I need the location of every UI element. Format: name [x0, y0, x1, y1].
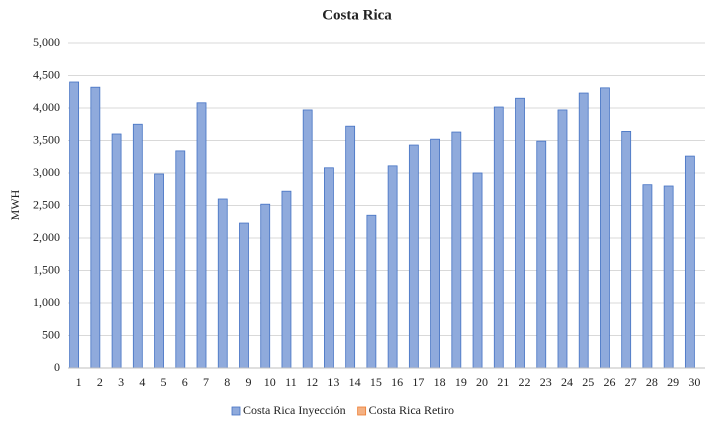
x-tick-label: 3 — [118, 375, 124, 389]
x-tick-label: 28 — [646, 375, 658, 389]
x-tick-label: 20 — [476, 375, 488, 389]
x-tick-label: 19 — [455, 375, 467, 389]
y-tick-label: 3,500 — [33, 132, 60, 146]
x-tick-label: 7 — [203, 375, 209, 389]
bar — [90, 86, 101, 369]
bar — [324, 167, 334, 369]
x-tick-label: 4 — [139, 375, 145, 389]
x-tick-label: 18 — [434, 375, 446, 389]
x-tick-label: 24 — [561, 375, 573, 389]
chart-title: Costa Rica — [322, 7, 392, 23]
bar — [154, 173, 164, 369]
bar — [515, 97, 525, 369]
y-tick-label: 2,000 — [33, 230, 60, 244]
y-tick-label: 4,500 — [33, 67, 60, 81]
x-tick-label: 1 — [76, 375, 82, 389]
x-tick-label: 21 — [497, 375, 509, 389]
bar — [600, 87, 610, 369]
bar — [536, 140, 547, 369]
y-tick-label: 2,500 — [33, 197, 60, 211]
x-tick-label: 9 — [245, 375, 251, 389]
bar — [175, 150, 186, 369]
y-tick-label: 3,000 — [33, 165, 60, 179]
y-tick-label: 1,500 — [33, 262, 60, 276]
y-tick-label: 0 — [54, 360, 60, 374]
bar — [430, 138, 440, 369]
bar — [663, 185, 674, 369]
x-tick-label: 27 — [625, 375, 637, 389]
x-tick-label: 23 — [540, 375, 552, 389]
x-tick-label: 12 — [306, 375, 318, 389]
bar — [472, 172, 483, 369]
x-tick-label: 5 — [161, 375, 167, 389]
bar — [281, 190, 292, 369]
x-tick-label: 11 — [285, 375, 297, 389]
y-axis-label: MWH — [8, 189, 22, 220]
x-tick-label: 25 — [582, 375, 594, 389]
x-tick-label: 30 — [688, 375, 700, 389]
y-tick-label: 5,000 — [33, 35, 60, 49]
x-tick-label: 22 — [519, 375, 531, 389]
x-tick-label: 8 — [224, 375, 230, 389]
legend-swatch — [357, 406, 367, 416]
x-tick-label: 14 — [349, 375, 361, 389]
bar — [366, 214, 377, 369]
bar — [69, 81, 80, 369]
legend-label: Costa Rica Retiro — [369, 403, 454, 417]
x-tick-label: 26 — [603, 375, 615, 389]
y-tick-label: 500 — [42, 327, 60, 341]
x-tick-label: 6 — [182, 375, 188, 389]
bar — [345, 125, 356, 369]
bar — [111, 133, 122, 369]
legend-swatch — [231, 406, 241, 416]
bar — [196, 102, 207, 369]
x-tick-label: 15 — [370, 375, 382, 389]
x-tick-label: 17 — [412, 375, 424, 389]
bar — [217, 198, 228, 369]
x-tick-label: 13 — [327, 375, 339, 389]
bar — [578, 92, 589, 369]
bar — [132, 123, 143, 369]
y-tick-label: 4,000 — [33, 100, 60, 114]
bar — [493, 106, 504, 369]
x-tick-label: 10 — [264, 375, 276, 389]
bar — [260, 203, 271, 369]
bar — [451, 131, 462, 369]
bar — [684, 155, 695, 369]
bar — [387, 165, 398, 369]
bar — [239, 222, 249, 369]
legend-label: Costa Rica Inyección — [243, 403, 346, 417]
bar — [557, 109, 568, 369]
bar — [642, 184, 653, 369]
y-tick-label: 1,000 — [33, 295, 60, 309]
x-tick-label: 29 — [667, 375, 679, 389]
x-tick-label: 16 — [391, 375, 403, 389]
bar — [621, 130, 632, 369]
bar — [408, 144, 419, 369]
x-tick-label: 2 — [97, 375, 103, 389]
bar — [302, 109, 313, 369]
